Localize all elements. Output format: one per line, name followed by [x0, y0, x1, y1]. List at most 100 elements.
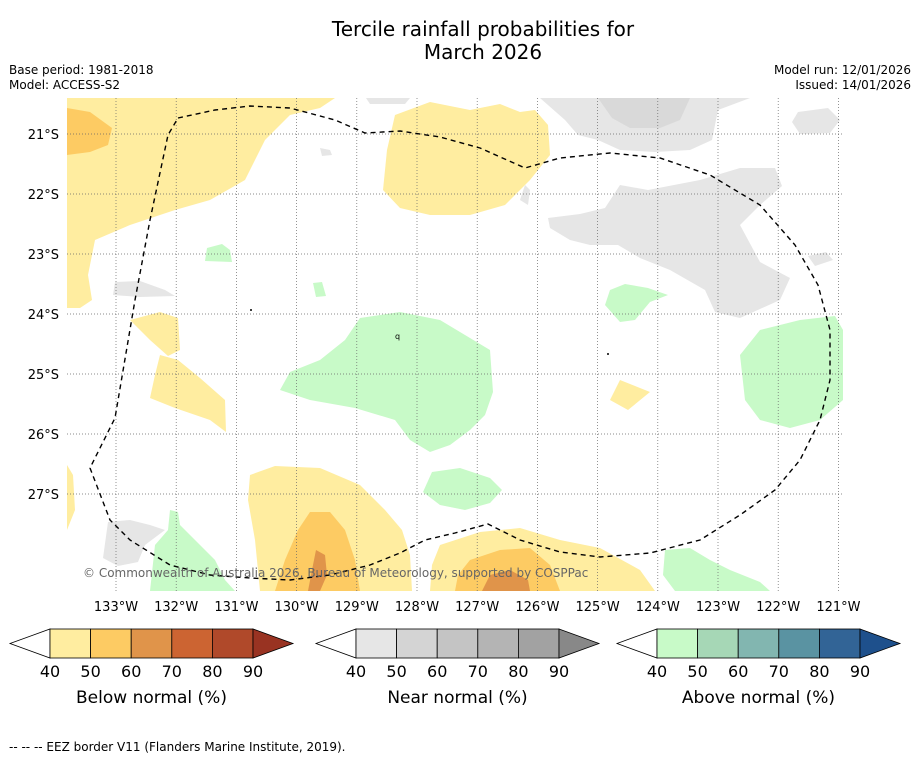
colorbar-segment — [819, 628, 861, 659]
longitude-label: 122°W — [756, 600, 800, 615]
below-normal-region — [67, 98, 335, 308]
below-normal-region — [150, 355, 226, 432]
colorbar-tick: 40 — [346, 662, 366, 681]
colorbar-label: Near normal (%) — [387, 688, 527, 708]
colorbar-tick: 60 — [728, 662, 748, 681]
colorbar-segment — [656, 628, 698, 659]
longitude-label: 121°W — [816, 600, 860, 615]
near-normal-region — [598, 98, 690, 128]
colorbar-tick: 50 — [687, 662, 707, 681]
above-normal-region — [740, 316, 843, 428]
colorbar-tick: 60 — [121, 662, 141, 681]
base-period: Base period: 1981-2018 — [9, 63, 154, 77]
copyright-text: © Commonwealth of Australia 2026, Bureau… — [83, 566, 588, 580]
colorbar-tick: 70 — [162, 662, 182, 681]
map-marker — [250, 309, 252, 311]
colorbar-tick: 70 — [468, 662, 488, 681]
longitude-label: 126°W — [515, 600, 559, 615]
latitude-label: 22°S — [28, 188, 59, 203]
below-normal-region — [482, 570, 530, 591]
colorbar-tick: 80 — [508, 662, 528, 681]
longitude-label: 129°W — [335, 600, 379, 615]
colorbar-tick: 60 — [427, 662, 447, 681]
colorbar-tick: 40 — [647, 662, 667, 681]
longitude-label: 123°W — [696, 600, 740, 615]
colorbar-segment — [436, 628, 479, 659]
colorbar-extend-low — [615, 628, 658, 659]
above-normal-region — [423, 468, 502, 510]
longitude-label: 128°W — [395, 600, 439, 615]
above-normal-region — [280, 312, 493, 452]
near-normal-region — [366, 98, 410, 104]
above-normal-region — [150, 510, 235, 591]
above-normal-region — [205, 244, 232, 262]
colorbar-extend-high — [859, 628, 902, 659]
below-normal-region — [610, 380, 650, 410]
longitude-label: 130°W — [275, 600, 319, 615]
below-normal-region — [455, 548, 560, 591]
colorbar-segment — [477, 628, 519, 659]
longitude-label: 131°W — [214, 600, 258, 615]
model-run: Model run: 12/01/2026 — [773, 63, 911, 77]
colorbar-extend-low — [8, 628, 51, 659]
colorbar-segment — [49, 628, 91, 659]
colorbar-segment — [737, 628, 780, 659]
latitude-label: 21°S — [28, 128, 59, 143]
colorbar-tick: 90 — [243, 662, 263, 681]
colorbar-tick: 50 — [386, 662, 406, 681]
near-normal-region — [808, 252, 833, 266]
eez-border — [89, 105, 831, 581]
meta-left: Base period: 1981-2018 Model: ACCESS-S2 — [9, 63, 154, 93]
below-normal-region — [130, 312, 180, 356]
latitude-label: 24°S — [28, 308, 59, 323]
near-normal-region — [103, 520, 165, 566]
longitude-label: 132°W — [154, 600, 198, 615]
near-normal-region — [320, 148, 332, 156]
meta-right: Model run: 12/01/2026 Issued: 14/01/2026 — [774, 63, 911, 93]
colorbar-segment — [355, 628, 397, 659]
colorbar-label: Below normal (%) — [76, 688, 227, 708]
near-normal-region — [520, 185, 530, 205]
colorbar-segment — [396, 628, 438, 659]
colorbar-label: Above normal (%) — [682, 688, 835, 708]
latitude-label: 25°S — [28, 368, 59, 383]
colorbar-segment — [90, 628, 132, 659]
below-normal-region — [308, 550, 327, 591]
colorbar-segment — [211, 628, 254, 659]
longitude-label: 125°W — [576, 600, 620, 615]
above-normal-region — [663, 548, 770, 591]
colorbar-tick: 80 — [809, 662, 829, 681]
colorbar-tick: 50 — [80, 662, 100, 681]
colorbar-extend-low — [314, 628, 357, 659]
longitude-label: 133°W — [94, 600, 138, 615]
colorbar-tick: 80 — [202, 662, 222, 681]
above-normal-region — [605, 284, 668, 322]
colorbar-segment — [778, 628, 820, 659]
colorbar-extend-high — [252, 628, 295, 659]
map-marker — [607, 353, 609, 355]
near-normal-region — [548, 168, 790, 318]
colorbar-tick: 40 — [40, 662, 60, 681]
latitude-label: 27°S — [28, 488, 59, 503]
below-normal-region — [67, 465, 75, 530]
colorbar-segment — [130, 628, 173, 659]
longitude-label: 127°W — [455, 600, 499, 615]
map-title: Tercile rainfall probabilities for March… — [0, 18, 919, 64]
latitude-label: 26°S — [28, 428, 59, 443]
near-normal-region — [113, 281, 175, 297]
forecast-layer — [67, 98, 843, 591]
longitude-label: 124°W — [636, 600, 680, 615]
model-name: Model: ACCESS-S2 — [9, 78, 121, 92]
colorbar-tick: 90 — [850, 662, 870, 681]
colorbars: 40 50 60 70 80 90 Below normal (%) 40 50 60 70 80 90… — [8, 628, 902, 708]
colorbar-segment — [518, 628, 560, 659]
colorbar-tick: 90 — [549, 662, 569, 681]
colorbar-segment — [697, 628, 739, 659]
issued-date: Issued: 14/01/2026 — [795, 78, 911, 92]
below-normal-region — [67, 108, 112, 155]
map-marker: q — [395, 332, 400, 341]
near-normal-region — [792, 108, 840, 134]
below-normal-region — [383, 102, 550, 215]
eez-footnote: -- -- -- EEZ border V11 (Flanders Marine… — [9, 740, 346, 754]
longitude-labels: 133°W 132°W 131°W 130°W 129°W 128°W 127°W 126°W… — [94, 600, 861, 615]
